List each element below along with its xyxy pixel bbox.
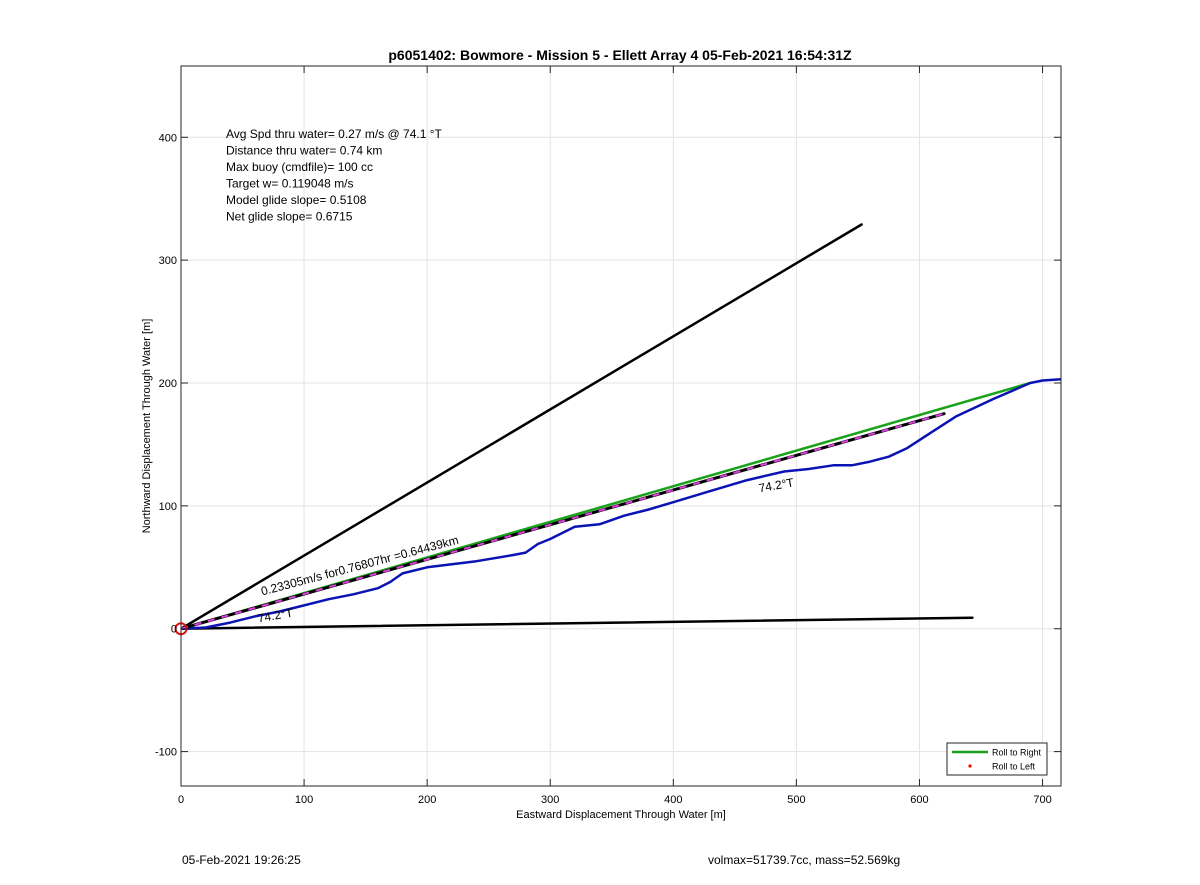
series-current-vector-overlay [181, 412, 945, 630]
grid [180, 66, 1061, 786]
x-tick-label: 0 [178, 794, 184, 806]
annotation-label: 74.2°T [758, 475, 796, 495]
x-axis-label: Eastward Displacement Through Water [m] [516, 809, 726, 821]
plot-area [181, 66, 1061, 786]
y-tick-label: 100 [159, 501, 177, 513]
ticks: 0 100 200 300 400 500 600 700 -100 0 100 200 300 400 [155, 66, 1061, 806]
info-text-block: Avg Spd thru water= 0.27 m/s @ 74.1 °T Di… [226, 127, 443, 224]
legend-box [946, 742, 1048, 776]
y-axis-label: Northward Displacement Through Water [m] [141, 319, 153, 534]
series-clip-group [181, 223, 1061, 631]
y-tick-label: 200 [159, 378, 177, 390]
annotation-label: 74.2°T [257, 605, 295, 625]
footer-timestamp: 05-Feb-2021 19:26:25 [182, 853, 301, 867]
series-group [174, 223, 1061, 636]
x-tick-label: 200 [418, 794, 436, 806]
legend: Roll to Right Roll to Left [946, 742, 1048, 776]
y-tick-label: 0 [171, 624, 177, 636]
x-tick-label: 100 [295, 794, 313, 806]
x-tick-label: 700 [1033, 794, 1051, 806]
info-line: Model glide slope= 0.5108 [226, 193, 367, 207]
x-tick-label: 400 [664, 794, 682, 806]
info-line: Distance thru water= 0.74 km [226, 144, 382, 158]
legend-label: Roll to Left [992, 762, 1036, 772]
y-tick-label: 300 [159, 255, 177, 267]
info-line: Target w= 0.119048 m/s [226, 177, 354, 191]
chart-title: p6051402: Bowmore - Mission 5 - Ellett A… [388, 47, 852, 63]
legend-label: Roll to Right [992, 748, 1042, 758]
series-heading-upper [181, 223, 863, 630]
info-line: Max buoy (cmdfile)= 100 cc [226, 160, 373, 174]
y-tick-label: -100 [155, 747, 177, 759]
series-heading-lower [181, 616, 974, 630]
plot-frame [180, 65, 1062, 787]
x-tick-label: 600 [910, 794, 928, 806]
info-line: Avg Spd thru water= 0.27 m/s @ 74.1 °T [226, 127, 443, 141]
legend-dot-swatch [968, 764, 972, 768]
x-tick-label: 300 [541, 794, 559, 806]
info-line: Net glide slope= 0.6715 [226, 210, 353, 224]
series-track [181, 378, 1061, 630]
y-tick-label: 400 [159, 132, 177, 144]
footer-stats: volmax=51739.7cc, mass=52.569kg [708, 853, 901, 867]
x-tick-label: 500 [787, 794, 805, 806]
